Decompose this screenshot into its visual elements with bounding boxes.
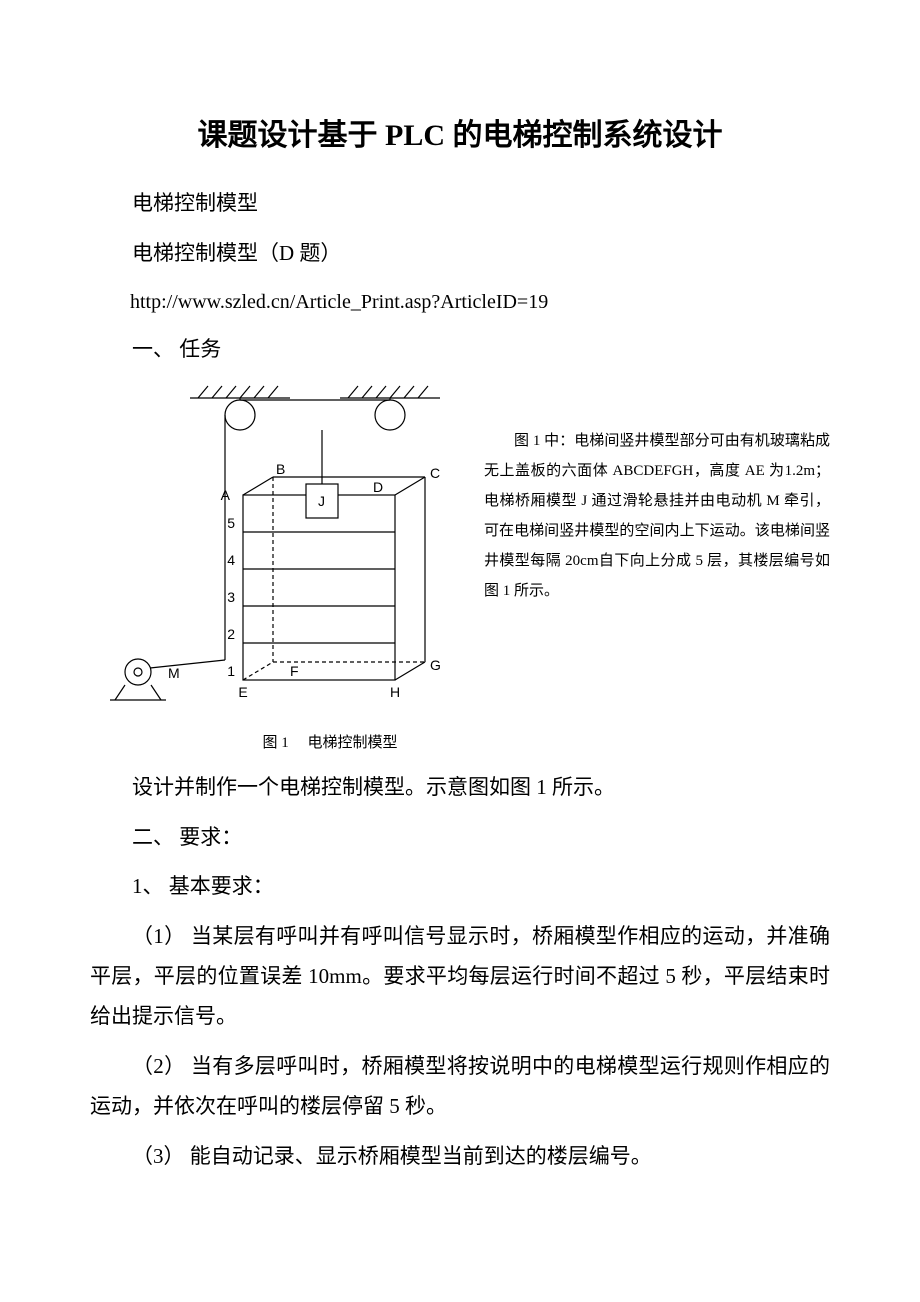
label-d: D [373,479,383,495]
requirement-2: （2） 当有多层呼叫时，桥厢模型将按说明中的电梯模型运行规则作相应的运动，并依次… [90,1047,830,1127]
page-title: 课题设计基于 PLC 的电梯控制系统设计 [90,110,830,154]
source-url: http://www.szled.cn/Article_Print.asp?Ar… [90,284,830,320]
label-c: C [430,465,440,481]
label-m: M [168,665,180,681]
label-g: G [430,657,441,673]
label-floor-1: 1 [227,663,235,679]
subtitle-2: 电梯控制模型（D 题） [90,234,830,274]
label-a: A [221,487,231,503]
label-e: E [238,684,247,700]
label-floor-4: 4 [227,552,235,568]
figure-1-diagram: A B C D E F G H J M 1 2 3 4 5 图 1 电梯控制模型 [90,380,470,758]
task-description: 设计并制作一个电梯控制模型。示意图如图 1 所示。 [90,768,830,808]
label-j: J [318,493,325,509]
label-f: F [290,663,299,679]
label-b: B [276,461,285,477]
section-requirements-heading: 二、 要求： [90,818,830,858]
figure-1-area: A B C D E F G H J M 1 2 3 4 5 图 1 电梯控制模型… [90,380,830,758]
requirement-3: （3） 能自动记录、显示桥厢模型当前到达的楼层编号。 [90,1137,830,1177]
section-task-heading: 一、 任务 [90,330,830,370]
subtitle-1: 电梯控制模型 [90,184,830,224]
label-floor-3: 3 [227,589,235,605]
requirement-1: （1） 当某层有呼叫并有呼叫信号显示时，桥厢模型作相应的运动，并准确平层，平层的… [90,917,830,1037]
label-floor-2: 2 [227,626,235,642]
basic-requirements-heading: 1、 基本要求： [90,867,830,907]
label-floor-5: 5 [227,515,235,531]
figure-1-caption: 图 1 电梯控制模型 [90,731,470,752]
label-h: H [390,684,400,700]
figure-1-description: 图 1 中：电梯间竖井模型部分可由有机玻璃粘成无上盖板的六面体 ABCDEFGH… [470,380,830,606]
